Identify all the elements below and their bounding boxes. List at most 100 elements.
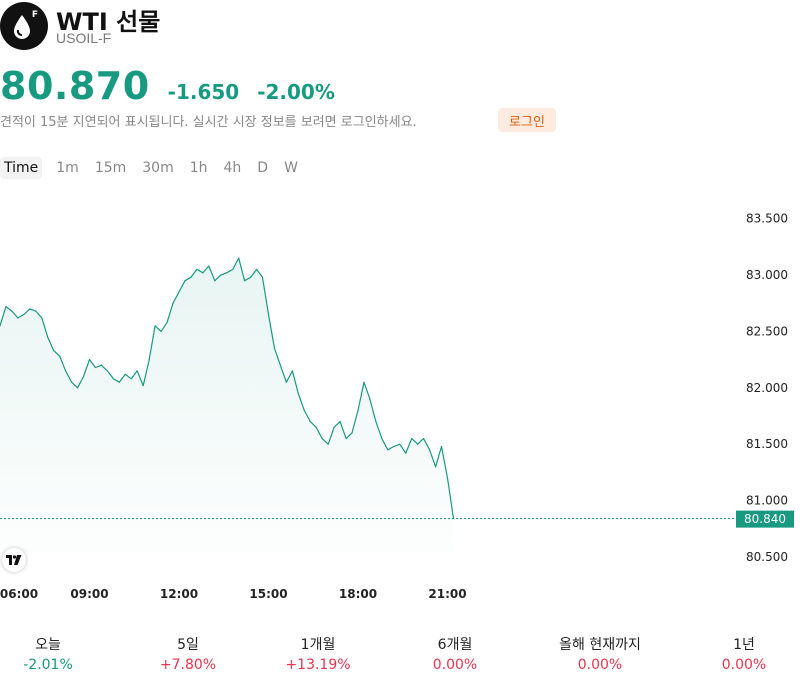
price-point (172, 302, 174, 304)
price-point (255, 268, 258, 271)
price-point (315, 426, 317, 428)
y-tick-label: 81.000 (746, 494, 788, 508)
last-price-tag (736, 510, 794, 528)
price-point (309, 421, 311, 423)
price-point (440, 445, 443, 448)
stat-item[interactable]: 올해 현재까지 0.00% (545, 634, 655, 673)
timeframe-tabs: Time 1m 15m 30m 1h 4h D W (0, 156, 307, 180)
price-point (59, 355, 61, 357)
price-point (35, 310, 37, 312)
price-point (214, 280, 216, 282)
stat-value: 0.00% (721, 657, 767, 673)
price-point (423, 437, 425, 440)
price-point (47, 336, 49, 338)
x-tick-label: 06:00 (0, 587, 38, 601)
y-tick-label: 83.000 (746, 268, 788, 282)
price-chart[interactable]: 83.500 83.000 82.500 82.000 81.500 81.000 80.5… (0, 180, 800, 610)
price-point (434, 466, 437, 468)
stat-item[interactable]: 6개월 0.00% (400, 634, 510, 673)
price-point (41, 317, 43, 319)
stat-item[interactable]: 오늘 -2.01% (0, 634, 103, 673)
price-point (160, 330, 162, 333)
tab-15m[interactable]: 15m (94, 160, 127, 176)
price-point (226, 272, 228, 274)
price-point (29, 308, 31, 310)
price-point (11, 310, 13, 312)
tab-30m[interactable]: 30m (142, 160, 174, 176)
last-price: 80.870 (0, 64, 150, 108)
stat-value: +7.80% (159, 657, 217, 673)
price-point (417, 443, 419, 445)
stat-label: 오늘 (35, 637, 61, 653)
tab-w[interactable]: W (284, 160, 298, 176)
price-point (303, 409, 305, 411)
price-area-fill (0, 258, 454, 552)
last-price-tag-label: 80.840 (744, 512, 786, 526)
price-point (357, 409, 359, 411)
price-point (244, 280, 246, 282)
price-point (297, 392, 299, 395)
price-point (393, 445, 395, 448)
stat-value: 0.00% (432, 657, 478, 673)
x-tick-label: 18:00 (339, 587, 377, 601)
price-point (250, 276, 252, 278)
price-point (178, 291, 180, 293)
page-title: WTI 선물 (56, 8, 161, 36)
price-point (333, 426, 335, 428)
tab-1h[interactable]: 1h (189, 160, 208, 176)
stat-item[interactable]: 1년 0.00% (689, 634, 799, 673)
x-tick-label: 15:00 (249, 587, 287, 601)
tradingview-logo-icon[interactable] (2, 548, 26, 572)
stat-label: 6개월 (437, 637, 473, 653)
stat-label: 1년 (733, 637, 755, 653)
quote-row: 80.870 -1.650 -2.00% (0, 64, 335, 108)
price-point (100, 364, 103, 366)
price-point (279, 364, 282, 366)
price-point (136, 370, 138, 372)
price-point (387, 449, 389, 451)
stat-value: +13.19% (285, 657, 351, 673)
price-point (17, 317, 19, 319)
price-point (261, 276, 264, 278)
price-point (118, 381, 120, 383)
price-point (196, 268, 198, 271)
price-point (267, 313, 270, 316)
tab-4h[interactable]: 4h (223, 160, 242, 176)
price-point (53, 350, 55, 352)
tab-time[interactable]: Time (0, 157, 43, 179)
x-tick-label: 21:00 (428, 587, 466, 601)
tab-d[interactable]: D (257, 160, 269, 176)
price-point (130, 378, 132, 380)
price-point (148, 359, 150, 361)
price-point (94, 366, 97, 369)
price-point (23, 313, 25, 316)
stat-item[interactable]: 1개월 +13.19% (263, 634, 373, 673)
price-point (273, 347, 276, 349)
price-point (0, 325, 1, 327)
price-point (190, 276, 192, 278)
price-point (381, 437, 383, 440)
price-point (166, 321, 168, 324)
stat-value: 0.00% (577, 657, 623, 673)
symbol-label: USOIL-F (56, 30, 112, 46)
price-point (238, 257, 240, 259)
price-point (369, 398, 371, 400)
oil-drop-icon: F (0, 2, 48, 50)
y-tick-label: 81.500 (746, 437, 788, 451)
tab-1m[interactable]: 1m (56, 160, 79, 176)
delay-notice: 견적이 15분 지연되어 표시됩니다. 실시간 시장 정보를 보려면 로그인하세… (0, 115, 417, 130)
price-point (399, 443, 401, 445)
price-point (321, 437, 323, 440)
price-point (339, 421, 341, 423)
stat-item[interactable]: 5일 +7.80% (133, 634, 243, 673)
login-button[interactable]: 로그인 (498, 108, 556, 132)
price-point (375, 421, 377, 423)
price-point (184, 280, 186, 282)
price-point (327, 443, 329, 445)
stat-label: 올해 현재까지 (559, 637, 641, 653)
price-point (124, 373, 126, 375)
price-point (5, 306, 7, 308)
price-point (411, 437, 413, 440)
y-tick-label: 80.500 (746, 550, 788, 564)
price-point (291, 370, 293, 372)
